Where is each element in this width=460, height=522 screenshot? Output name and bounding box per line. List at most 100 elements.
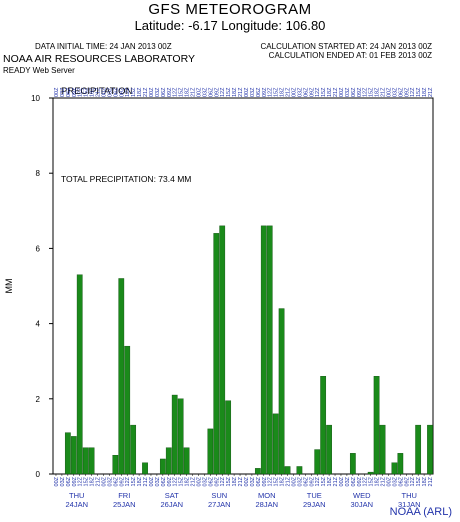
hour-tick-label-top: 09Z bbox=[72, 87, 78, 97]
hour-tick-label-bottom: 03Z bbox=[250, 476, 256, 486]
hour-tick-label-bottom: 18Z bbox=[137, 476, 143, 486]
hour-tick-label-bottom: 15Z bbox=[274, 476, 280, 486]
footer-credit: NOAA (ARL) bbox=[389, 506, 452, 518]
hour-tick-label-top: 15Z bbox=[131, 87, 137, 97]
precip-bar bbox=[272, 413, 279, 475]
hour-tick-label-bottom: 06Z bbox=[113, 476, 119, 486]
day-label: WED bbox=[353, 491, 371, 500]
hour-tick-label-bottom: 15Z bbox=[226, 476, 232, 486]
hour-tick-label-top: 06Z bbox=[256, 87, 262, 97]
hour-tick-label-top: 00Z bbox=[54, 87, 60, 97]
hour-tick-label-bottom: 12Z bbox=[78, 476, 84, 486]
hour-tick-label-bottom: 18Z bbox=[232, 476, 238, 486]
hour-tick-label-bottom: 09Z bbox=[404, 476, 410, 486]
hour-tick-label-top: 09Z bbox=[214, 87, 220, 97]
hour-tick-label-bottom: 00Z bbox=[196, 476, 202, 486]
hour-tick-label-top: 09Z bbox=[167, 87, 173, 97]
hour-tick-label-top: 00Z bbox=[149, 87, 155, 97]
hour-tick-label-bottom: 09Z bbox=[167, 476, 173, 486]
precip-bar bbox=[415, 424, 422, 475]
precip-bar bbox=[183, 447, 190, 475]
hour-tick-label-bottom: 03Z bbox=[392, 476, 398, 486]
hour-tick-label-top: 12Z bbox=[125, 87, 131, 97]
hour-tick-label-top: 06Z bbox=[208, 87, 214, 97]
hour-tick-label-top: 18Z bbox=[232, 87, 238, 97]
hour-tick-label-bottom: 21Z bbox=[96, 476, 102, 486]
precip-bar bbox=[379, 424, 386, 475]
hour-tick-label-bottom: 21Z bbox=[428, 476, 434, 486]
date-label: 26JAN bbox=[160, 500, 183, 509]
hour-tick-label-bottom: 12Z bbox=[410, 476, 416, 486]
hour-tick-label-bottom: 15Z bbox=[131, 476, 137, 486]
hour-tick-label-bottom: 03Z bbox=[60, 476, 66, 486]
precip-bar bbox=[142, 462, 148, 475]
date-label: 28JAN bbox=[255, 500, 278, 509]
precip-bar bbox=[397, 453, 404, 475]
coordinates-label: Latitude: -6.17 Longitude: 106.80 bbox=[134, 18, 326, 33]
precip-bar bbox=[278, 308, 285, 475]
precip-bar bbox=[124, 345, 131, 475]
total-precip-annotation: TOTAL PRECIPITATION: 73.4 MM bbox=[61, 174, 191, 184]
data-initial-time: DATA INITIAL TIME: 24 JAN 2013 00Z bbox=[35, 42, 172, 51]
hour-tick-label-top: 03Z bbox=[202, 87, 208, 97]
y-axis-label: MM bbox=[4, 279, 14, 294]
precip-bar bbox=[213, 233, 220, 475]
hour-tick-label-top: 15Z bbox=[321, 87, 327, 97]
hour-tick-label-bottom: 18Z bbox=[280, 476, 286, 486]
hour-tick-label-top: 18Z bbox=[90, 87, 96, 97]
server-name: READY Web Server bbox=[3, 66, 75, 75]
precip-bar bbox=[88, 447, 95, 475]
hour-tick-label-bottom: 06Z bbox=[398, 476, 404, 486]
hour-tick-label-bottom: 00Z bbox=[149, 476, 155, 486]
precip-bar bbox=[391, 462, 398, 475]
hour-tick-label-bottom: 00Z bbox=[339, 476, 345, 486]
hour-tick-label-top: 18Z bbox=[327, 87, 333, 97]
hour-tick-label-top: 00Z bbox=[101, 87, 107, 97]
hour-tick-label-bottom: 21Z bbox=[143, 476, 149, 486]
day-label: TUE bbox=[307, 491, 322, 500]
hour-tick-label-top: 18Z bbox=[280, 87, 286, 97]
date-label: 30JAN bbox=[350, 500, 373, 509]
hour-tick-label-top: 00Z bbox=[386, 87, 392, 97]
hour-tick-label-bottom: 09Z bbox=[309, 476, 315, 486]
precip-bar bbox=[427, 424, 433, 475]
hour-tick-label-bottom: 06Z bbox=[303, 476, 309, 486]
hour-tick-label-top: 21Z bbox=[96, 87, 102, 97]
y-tick-label: 10 bbox=[31, 94, 40, 103]
hour-tick-label-bottom: 06Z bbox=[208, 476, 214, 486]
precip-bar bbox=[296, 466, 303, 475]
hour-tick-label-top: 09Z bbox=[309, 87, 315, 97]
plot-title: PRECIPITATION bbox=[61, 86, 133, 97]
hour-tick-label-bottom: 06Z bbox=[351, 476, 357, 486]
hour-tick-label-top: 03Z bbox=[297, 87, 303, 97]
hour-tick-label-top: 09Z bbox=[404, 87, 410, 97]
hour-tick-label-top: 21Z bbox=[191, 87, 197, 97]
hour-tick-label-top: 18Z bbox=[375, 87, 381, 97]
hour-tick-label-top: 09Z bbox=[357, 87, 363, 97]
precip-bar bbox=[70, 436, 77, 475]
hour-tick-label-bottom: 03Z bbox=[297, 476, 303, 486]
hour-tick-label-top: 09Z bbox=[119, 87, 125, 97]
precip-bar bbox=[76, 274, 83, 475]
hour-tick-label-top: 00Z bbox=[291, 87, 297, 97]
hour-tick-label-bottom: 09Z bbox=[262, 476, 268, 486]
hour-tick-label-bottom: 06Z bbox=[161, 476, 167, 486]
hour-tick-label-bottom: 09Z bbox=[214, 476, 220, 486]
hour-tick-label-bottom: 06Z bbox=[66, 476, 72, 486]
hour-tick-label-top: 21Z bbox=[286, 87, 292, 97]
hour-tick-label-bottom: 18Z bbox=[375, 476, 381, 486]
hour-tick-label-bottom: 18Z bbox=[185, 476, 191, 486]
day-label: MON bbox=[258, 491, 276, 500]
hour-tick-label-top: 03Z bbox=[392, 87, 398, 97]
hour-tick-label-top: 15Z bbox=[179, 87, 185, 97]
hour-tick-label-bottom: 00Z bbox=[54, 476, 60, 486]
hour-tick-label-top: 09Z bbox=[262, 87, 268, 97]
precip-bar bbox=[254, 468, 261, 475]
precip-bar bbox=[266, 225, 273, 475]
precip-bar bbox=[373, 376, 380, 475]
hour-tick-label-top: 21Z bbox=[143, 87, 149, 97]
hour-tick-label-bottom: 00Z bbox=[291, 476, 297, 486]
day-label: SAT bbox=[165, 491, 179, 500]
day-label: THU bbox=[402, 491, 417, 500]
day-label: THU bbox=[69, 491, 84, 500]
